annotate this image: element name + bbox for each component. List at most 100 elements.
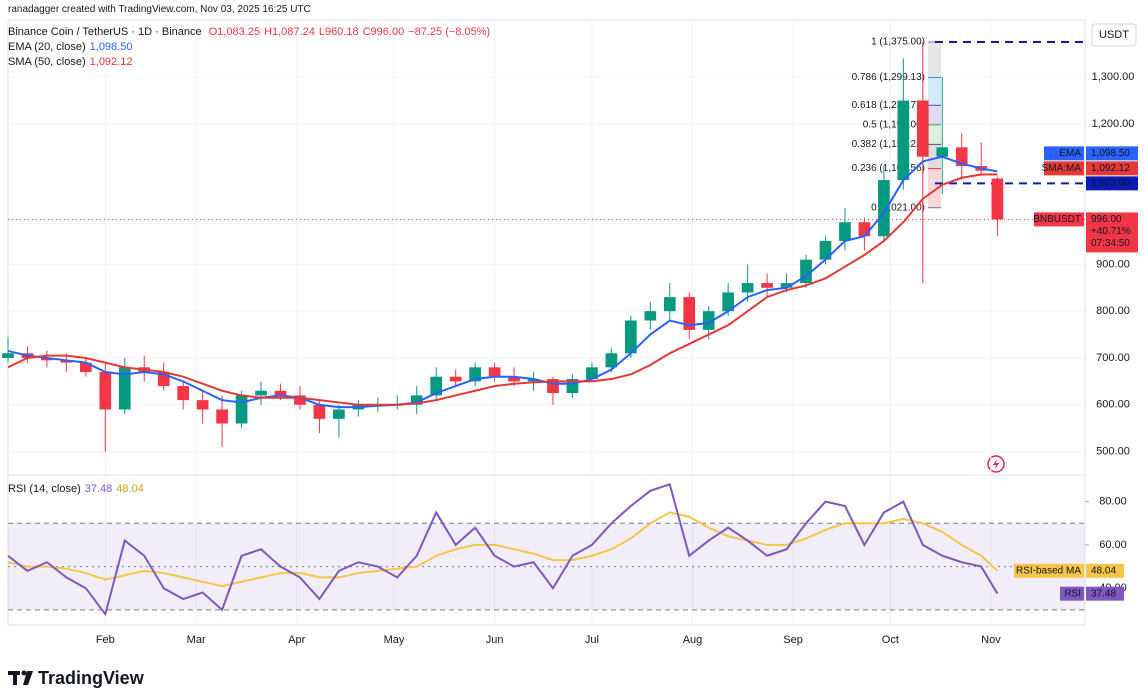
candle-body [80, 362, 92, 373]
symbol-legend: Binance Coin / TetherUS · 1D · Binance O… [8, 26, 498, 38]
fib-label: 0.5 (1,198.00) [863, 119, 925, 130]
ohlc-value: O1,083.25 [208, 26, 261, 38]
price-tag-value: 1,098.50 [1091, 148, 1130, 159]
price-change: +40.71% [1091, 226, 1131, 237]
candle-body [41, 357, 53, 361]
price-tag-name: SMA:MA [1042, 163, 1082, 174]
candle-body [722, 292, 735, 312]
candle-body [800, 259, 812, 284]
candle-body [2, 353, 14, 358]
candle-body [955, 147, 968, 167]
event-icon [987, 455, 1005, 473]
rsi-tag-name: RSI [1064, 588, 1081, 599]
y-tick-label: 800.00 [1096, 305, 1130, 317]
fib-zone [928, 77, 941, 106]
candle-body [605, 353, 618, 368]
x-tick-label: Aug [683, 634, 703, 646]
y-tick-label: 60.00 [1099, 539, 1127, 551]
rsi-tag-name: RSI-based MA [1016, 565, 1081, 576]
candle-body [858, 222, 871, 237]
candle-body [819, 240, 832, 260]
candle-body [991, 178, 1004, 220]
logo-part [21, 670, 27, 676]
rsi-ma-line [7, 511, 999, 588]
price-tag-value-box [1086, 212, 1138, 253]
price-tag-value-box [1086, 146, 1138, 161]
y-tick-label: 500.00 [1096, 446, 1130, 458]
candle-body [274, 390, 287, 396]
brand: TradingView [38, 668, 145, 688]
candle-body [625, 320, 637, 354]
candle-body [586, 367, 598, 380]
icon-bolt [993, 459, 999, 469]
candle-body [663, 297, 676, 312]
currency: USDT [1099, 29, 1129, 41]
price-tag-name-box [1034, 212, 1084, 227]
candle-body [313, 404, 326, 419]
ohlc: O1,083.25 H1,087.24 L960.18 C996.00 −87.25 (… [209, 26, 494, 38]
rsi-tag-value-box [1086, 586, 1124, 601]
currency-box [1091, 23, 1137, 47]
x-tick-label: May [384, 634, 405, 646]
candle-body [780, 283, 793, 288]
price-tag-name: BNBUSDT [1033, 214, 1081, 225]
candle-body [547, 379, 559, 394]
x-tick-label: Apr [288, 634, 305, 646]
ohlc-value: −87.25 (−8.05%) [408, 26, 491, 38]
x-tick-label: Nov [981, 634, 1001, 646]
logo-part [13, 671, 17, 685]
y-tick-label: 700.00 [1096, 352, 1130, 364]
countdown: 07:34:50 [1091, 238, 1130, 249]
candle-body [761, 283, 773, 288]
x-tick-label: Jul [585, 634, 599, 646]
y-tick-label: 1,200.00 [1092, 118, 1135, 130]
rsi-value: 37.48 [84, 483, 113, 495]
ema-name: EMA (20, close) [8, 41, 86, 53]
candle-body [916, 100, 929, 157]
candle-body [878, 180, 890, 237]
candle-body [839, 222, 851, 241]
x-tick-label: Jun [486, 634, 504, 646]
candle-body [488, 367, 501, 377]
price-tag-name-box [1044, 146, 1084, 161]
sma-legend: SMA (50, close) 1,092.12 [8, 56, 136, 68]
candle-body [294, 395, 306, 405]
candle-body [702, 311, 715, 330]
candle-body [196, 400, 209, 410]
price-tag-value: 996.00 [1091, 214, 1122, 225]
ohlc-value: L960.18 [318, 26, 359, 38]
rsi-tag-value: 48.04 [1091, 565, 1116, 576]
y-tick-label: 80.00 [1099, 496, 1127, 508]
rsi-tag-value: 37.48 [1091, 588, 1116, 599]
sma-value: 1,092.12 [89, 56, 133, 68]
fib-label: 1 (1,375.00) [871, 37, 925, 48]
ema-value: 1,098.50 [89, 41, 133, 53]
ma-line [7, 173, 998, 406]
x-tick-label: Mar [187, 634, 206, 646]
candle-body [118, 367, 131, 410]
rsi-legend: RSI (14, close) 37.48 48.04 [8, 483, 148, 495]
price-tag-name: EMA [1059, 148, 1081, 159]
y-tick-label: 600.00 [1096, 399, 1130, 411]
rsi-tag-name-box [1014, 563, 1084, 578]
candle-body [683, 297, 696, 330]
rsi-band [8, 523, 1085, 610]
price-tag-value: 1,092.12 [1091, 163, 1130, 174]
x-tick-label: Feb [96, 634, 115, 646]
fib-label: 0 (1,021.00) [871, 202, 925, 213]
candle-body [177, 386, 190, 401]
candle-body [741, 283, 754, 293]
y-tick-label: 1,300.00 [1092, 71, 1135, 83]
candle-body [99, 372, 112, 410]
fib-label: 0.236 (1,104.56) [852, 163, 925, 174]
candle-body [430, 376, 443, 396]
fib-zone [928, 42, 941, 78]
x-tick-label: Oct [882, 634, 899, 646]
creator: ranadagger created with TradingView.com,… [8, 4, 311, 15]
candle-body [255, 390, 267, 396]
candle-body [644, 311, 657, 321]
rsi-tag-value-box [1086, 563, 1124, 578]
fib-zone [928, 124, 941, 145]
candle-body [469, 367, 481, 382]
